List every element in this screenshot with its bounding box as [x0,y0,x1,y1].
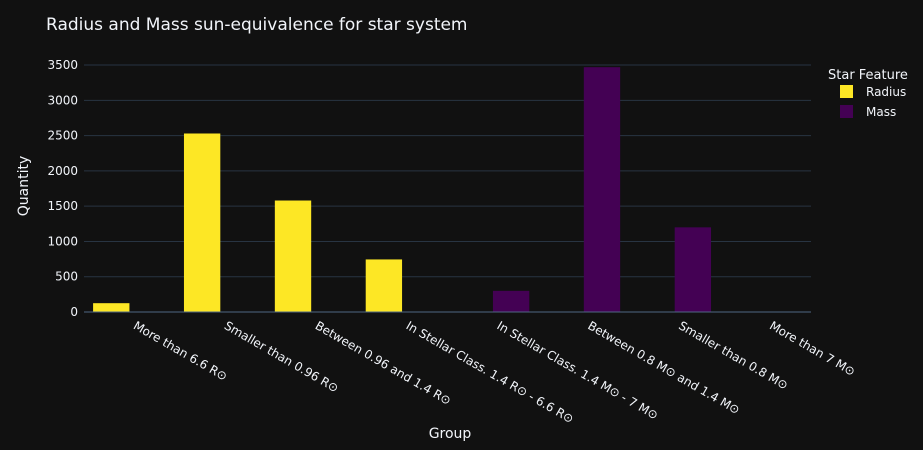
bar-mass [674,227,712,312]
bar-radius [183,133,221,312]
bar-mass [583,67,621,312]
legend-label-radius: Radius [866,85,906,99]
bars [93,67,802,312]
y-axis-title: Quantity [16,156,32,217]
x-axis-title: Group [429,426,472,442]
legend-swatch-radius [840,85,853,98]
y-tick-label: 2500 [47,129,78,143]
legend-swatch-mass [840,105,853,118]
legend-items: Radius Mass [840,85,906,119]
chart-title: Radius and Mass sun-equivalence for star… [46,15,468,35]
bar-mass [492,290,530,312]
y-tick-label: 3500 [47,58,78,72]
bar-radius [93,303,130,312]
legend-label-mass: Mass [866,105,896,119]
legend: Star Feature Radius Mass [828,68,908,119]
bar-radius [274,200,312,312]
y-tick-label: 500 [55,270,78,284]
y-tick-label: 3000 [47,93,78,107]
y-tick-label: 1500 [47,199,78,213]
y-tick-label: 0 [70,305,78,319]
legend-title: Star Feature [828,68,908,83]
y-tick-label: 2000 [47,164,78,178]
y-tick-label: 1000 [47,234,78,248]
bar-radius [365,259,403,312]
y-tick-labels: 0 500 1000 1500 2000 2500 3000 3500 [47,58,78,319]
